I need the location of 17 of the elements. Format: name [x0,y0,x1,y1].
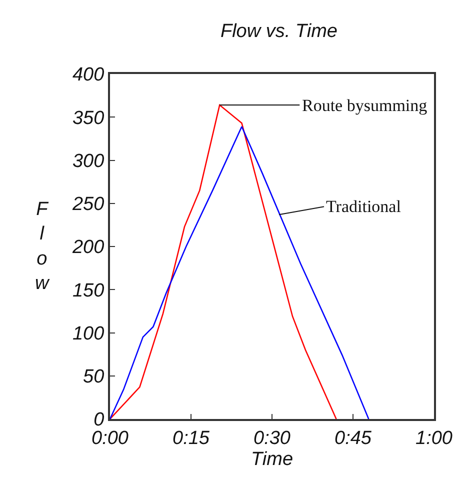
y-tick-label: 100 [72,323,105,344]
annotation: Route bysumming [302,96,428,115]
x-tick-label: 0:30 [254,428,291,449]
x-tick-label: 0:45 [334,428,372,449]
y-axis-title: Flow [35,199,50,294]
chart-title: Flow vs. Time [220,21,338,42]
x-tick-label: 0:15 [172,428,210,449]
y-tick-label: 400 [72,64,105,86]
x-axis-title: Time [250,448,294,470]
y-tick-label: 50 [83,366,105,388]
x-tick-label: 1:00 [416,428,453,449]
annotation: Traditional [326,197,402,216]
y-tick-label: 150 [72,280,105,302]
y-tick-label: 350 [72,108,105,129]
y-tick-label: 300 [72,150,105,172]
y-tick-label: 200 [71,237,105,258]
y-tick-label: 250 [71,194,105,216]
